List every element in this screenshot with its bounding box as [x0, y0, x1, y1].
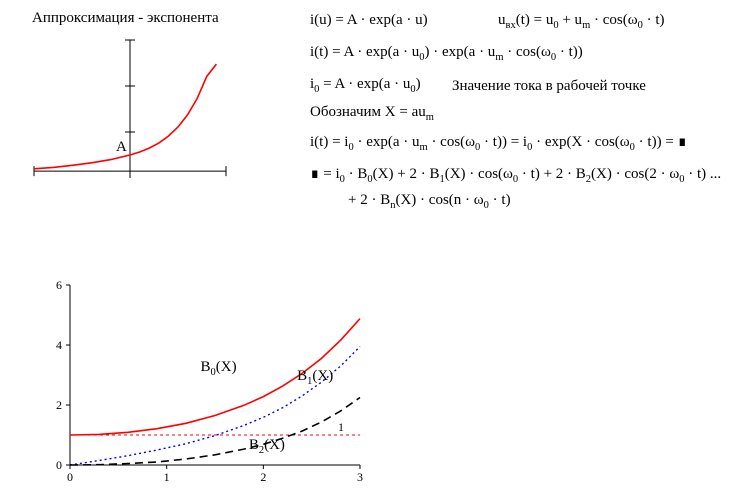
series-B2 [70, 398, 360, 466]
exponent-sketch-plot: A [16, 30, 236, 190]
eq-uin: uвх(t) = u0 + um · cos(ω0 · t) [498, 12, 665, 31]
bessel-functions-plot: 0 1 2 3 0 2 4 6 1 B0(X) B1(X) B2(X) [30, 275, 370, 490]
xtick-label: 0 [67, 470, 73, 484]
point-a-label: A [116, 139, 127, 155]
ytick-label: 0 [56, 458, 62, 472]
eq-series-b: + 2 · Bn(X) · cos(n · ω0 · t) [348, 192, 511, 211]
ytick-label: 2 [56, 398, 62, 412]
page-title: Аппроксимация - экспонента [32, 10, 219, 27]
series-label-B2: B2(X) [249, 437, 285, 456]
eq-i0-note: Значение тока в рабочей точке [452, 78, 646, 95]
eq-it-x: i(t) = i0 · exp(a · um · cos(ω0 · t)) = … [310, 132, 687, 153]
xtick-label: 1 [164, 470, 170, 484]
xtick-label: 3 [357, 470, 363, 484]
eq-i0: i0 = A · exp(a · u0) [310, 76, 421, 95]
ytick-label: 6 [56, 278, 62, 292]
xtick-label: 2 [260, 470, 266, 484]
hline-label: 1 [338, 420, 344, 434]
eq-iu: i(u) = A · exp(a · u) [310, 12, 428, 29]
series-label-B0: B0(X) [201, 359, 237, 378]
series-label-B1: B1(X) [297, 368, 333, 387]
eq-it-expanded: i(t) = A · exp(a · u0) · exp(a · um · co… [310, 44, 583, 63]
eq-series-a: ∎ = i0 · B0(X) + 2 · B1(X) · cos(ω0 · t)… [310, 164, 721, 185]
eq-define-x: Обозначим X = aum [310, 104, 434, 123]
ytick-label: 4 [56, 338, 62, 352]
